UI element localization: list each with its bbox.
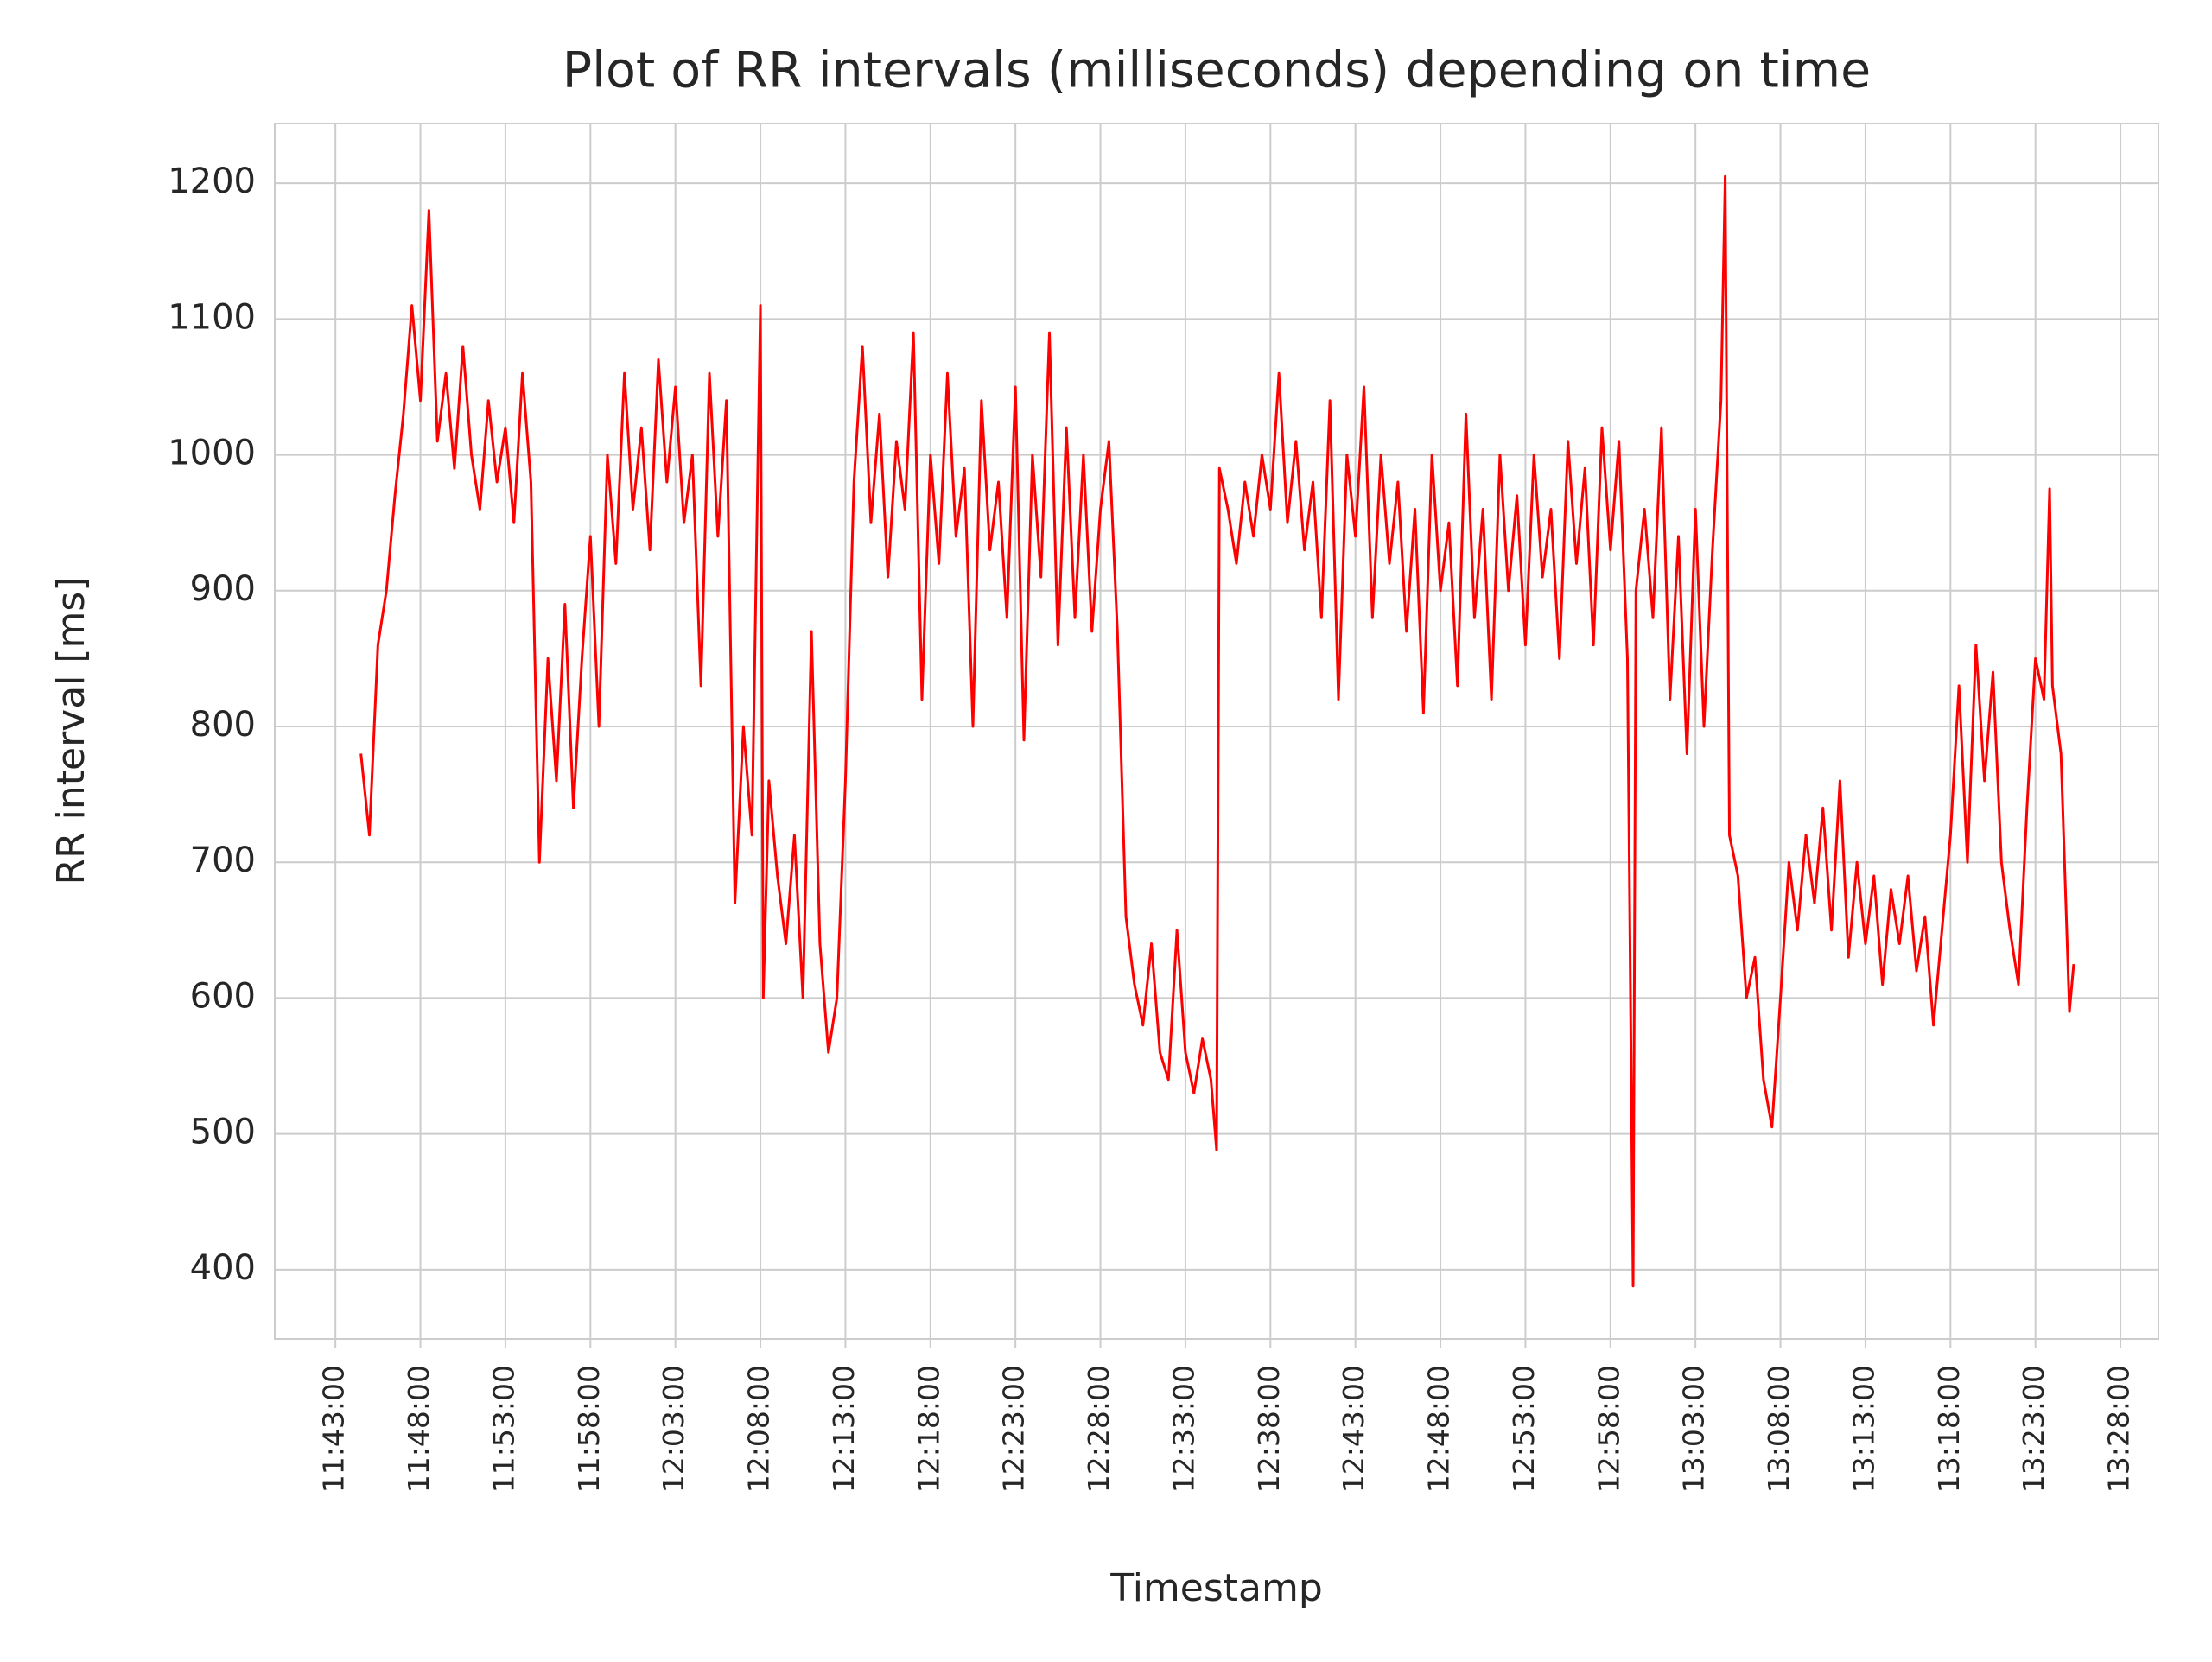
y-tick-label: 400 xyxy=(190,1248,256,1288)
x-tick-label: 11:58:00 xyxy=(572,1365,606,1493)
x-axis-label: Timestamp xyxy=(1109,1566,1323,1610)
x-tick-label: 11:53:00 xyxy=(486,1365,520,1493)
x-tick-label: 12:38:00 xyxy=(1252,1365,1286,1493)
x-tick-label: 12:08:00 xyxy=(742,1365,776,1493)
x-tick-label: 12:43:00 xyxy=(1337,1365,1370,1493)
x-tick-label: 13:08:00 xyxy=(1762,1365,1796,1493)
y-tick-label: 1200 xyxy=(168,162,256,201)
x-tick-label: 12:03:00 xyxy=(657,1365,690,1493)
x-tick-label: 13:23:00 xyxy=(2017,1365,2050,1493)
x-tick-label: 12:28:00 xyxy=(1082,1365,1116,1493)
x-tick-label: 12:53:00 xyxy=(1507,1365,1541,1493)
data-line xyxy=(359,174,2075,1288)
x-tick-label: 12:13:00 xyxy=(827,1365,861,1493)
y-tick-label: 1100 xyxy=(168,297,256,337)
x-tick-label: 11:43:00 xyxy=(317,1365,351,1493)
x-tick-label: 12:23:00 xyxy=(997,1365,1031,1493)
y-tick-label: 1000 xyxy=(168,434,256,473)
y-tick-label: 900 xyxy=(190,569,256,609)
y-tick-label: 500 xyxy=(190,1113,256,1152)
y-tick-label: 700 xyxy=(190,841,256,880)
x-tick-label: 13:18:00 xyxy=(1932,1365,1966,1493)
chart-title: Plot of RR intervals (milliseconds) depe… xyxy=(563,42,1871,99)
x-tick-label: 11:48:00 xyxy=(402,1365,435,1493)
x-tick-label: 12:18:00 xyxy=(912,1365,945,1493)
y-axis-label: RR interval [ms] xyxy=(49,577,93,885)
x-tick-label: 12:48:00 xyxy=(1422,1365,1456,1493)
x-tick-label: 13:03:00 xyxy=(1677,1365,1711,1493)
x-tick-label: 13:13:00 xyxy=(1847,1365,1880,1493)
plot-frame xyxy=(274,123,2159,1340)
x-tick-label: 13:28:00 xyxy=(2102,1365,2136,1493)
y-tick-label: 600 xyxy=(190,976,256,1016)
y-tick-label: 800 xyxy=(190,705,256,745)
x-tick-label: 12:33:00 xyxy=(1166,1365,1200,1493)
x-tick-label: 12:58:00 xyxy=(1592,1365,1625,1493)
